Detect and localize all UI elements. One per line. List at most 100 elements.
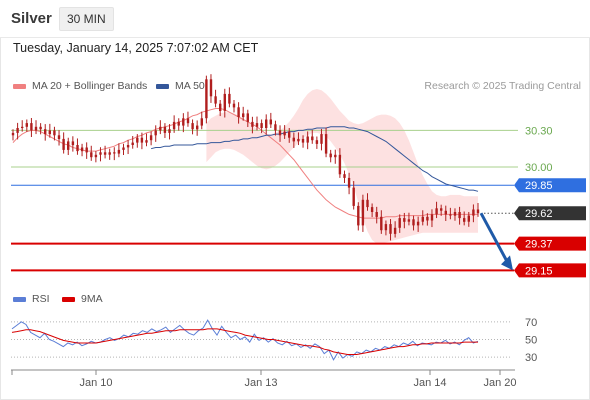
candle-body	[205, 79, 208, 119]
candle-body	[449, 214, 452, 216]
pivot-tag	[514, 178, 586, 193]
candle-body	[288, 131, 291, 138]
support-2-tag	[514, 263, 586, 278]
candle-body	[366, 199, 369, 208]
candle-body	[186, 118, 190, 124]
candle-body	[71, 141, 75, 146]
candle-body	[131, 142, 134, 145]
candle-body	[34, 126, 38, 131]
legend-ma50-label: MA 50	[175, 80, 205, 92]
candle-body	[191, 123, 194, 130]
candle-body	[99, 152, 102, 155]
time-axis-label: Jan 13	[244, 377, 277, 389]
rsi-line	[11, 319, 479, 361]
candle-body	[440, 208, 443, 211]
candle-body	[140, 137, 144, 143]
candle-body	[315, 140, 319, 144]
candle-body	[163, 126, 167, 133]
candle-body	[117, 149, 121, 154]
candle-body	[57, 135, 61, 139]
candle-body	[209, 79, 213, 97]
last-price-label: 29.62	[525, 208, 553, 220]
ma50-swatch	[156, 83, 169, 89]
time-axis-label: Jan 14	[413, 377, 446, 389]
symbol-title: Silver	[11, 10, 52, 27]
candle-body	[260, 123, 263, 128]
candle-body	[467, 215, 470, 222]
candle-body	[67, 141, 70, 150]
candle-body	[283, 131, 286, 136]
candle-body	[403, 218, 406, 222]
candle-body	[375, 212, 378, 217]
candle-body	[39, 126, 42, 130]
candle-body	[393, 227, 397, 234]
interval-button[interactable]: 30 MIN	[59, 7, 114, 31]
candle-body	[255, 123, 259, 127]
candle-body	[62, 138, 65, 150]
legend-ma9-label: 9MA	[81, 293, 103, 305]
candle-body	[214, 96, 217, 104]
candle-body	[223, 93, 226, 111]
candle-body	[200, 118, 203, 126]
ma9-swatch	[62, 296, 75, 302]
candle-body	[237, 107, 240, 117]
candle-body	[380, 216, 383, 231]
candle-body	[85, 147, 88, 153]
candle-body	[30, 123, 33, 131]
candle-body	[251, 121, 254, 127]
candle-body	[384, 224, 388, 231]
projection-arrow-head	[501, 255, 513, 271]
rsi-ma9-line	[11, 328, 478, 355]
candle-body	[21, 126, 24, 128]
legend-ma50: MA 50	[156, 80, 205, 92]
rsi-tick-label: 30	[525, 352, 537, 364]
candle-body	[136, 137, 139, 143]
candle-body	[334, 154, 337, 158]
rsi-tick-label: 50	[525, 335, 537, 347]
candle-body	[463, 218, 466, 222]
candle-body	[297, 138, 300, 142]
candle-body	[113, 152, 116, 154]
candle-body	[357, 205, 360, 226]
legend-ma9: 9MA	[62, 293, 103, 305]
candle-body	[370, 207, 374, 212]
time-axis-label: Jan 10	[79, 377, 112, 389]
candle-body	[219, 103, 222, 111]
candle-body	[435, 208, 438, 215]
candle-body	[16, 128, 19, 133]
candle-body	[278, 130, 282, 136]
candle-body	[242, 113, 245, 118]
candle-body	[53, 130, 56, 136]
candle-body	[407, 219, 411, 222]
resistance-1-label: 30.00	[525, 162, 553, 174]
legend-ma20: MA 20 + Bollinger Bands	[13, 80, 147, 92]
candle-body	[476, 209, 480, 214]
candle-body	[159, 126, 162, 131]
candle-body	[228, 93, 231, 104]
candle-body	[320, 134, 323, 144]
candle-body	[306, 136, 309, 143]
candle-body	[343, 174, 346, 178]
time-axis-label: Jan 20	[483, 377, 516, 389]
candle-body	[80, 147, 84, 152]
legend-rsi-label: RSI	[32, 293, 50, 305]
candle-body	[352, 187, 355, 206]
candle-body	[11, 132, 15, 136]
candle-body	[389, 224, 392, 234]
candle-body	[196, 125, 199, 130]
candle-body	[246, 113, 249, 122]
candle-body	[347, 177, 351, 188]
pivot-label: 29.85	[525, 180, 553, 192]
last-price-tag	[514, 206, 586, 221]
candle-body	[182, 118, 185, 126]
rsi-tick-label: 70	[525, 317, 537, 329]
support-1-tag	[514, 236, 586, 251]
candle-body	[265, 119, 268, 128]
candle-body	[361, 199, 365, 226]
candle-body	[122, 147, 125, 150]
ma20-line	[12, 108, 478, 219]
candle-body	[412, 219, 415, 226]
candle-body	[269, 119, 272, 125]
ma20-swatch	[13, 83, 26, 89]
